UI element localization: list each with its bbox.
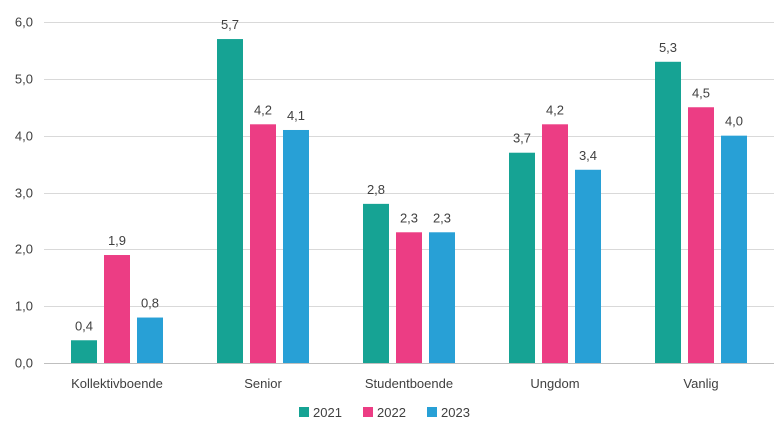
bar-2022-vanlig — [688, 107, 714, 363]
data-label: 3,7 — [513, 131, 531, 146]
bar-2022-kollektivboende — [104, 255, 130, 363]
bar-2023-senior — [283, 129, 309, 363]
data-label: 5,7 — [221, 17, 239, 32]
bar-2021-studentboende — [363, 203, 389, 363]
category-label: Kollektivboende — [71, 376, 163, 391]
category-label: Ungdom — [530, 376, 579, 391]
bars — [71, 39, 747, 364]
legend-swatch — [363, 407, 373, 417]
data-label: 3,4 — [579, 148, 597, 163]
data-label: 5,3 — [659, 40, 677, 55]
data-label: 4,2 — [546, 102, 564, 117]
bar-2021-vanlig — [655, 61, 681, 364]
data-label: 0,4 — [75, 318, 93, 333]
bar-2021-ungdom — [509, 152, 535, 363]
data-label: 4,2 — [254, 102, 272, 117]
bar-2023-kollektivboende — [137, 317, 163, 363]
y-tick-label: 4,0 — [15, 129, 33, 144]
data-labels: 0,4 1,9 0,8 5,7 4,2 4,1 2,8 2,3 2,3 3,7 4,2 3,4 5,3 4… — [75, 17, 743, 333]
legend-label: 2022 — [377, 405, 406, 420]
y-axis-ticks: 0,0 1,0 2,0 3,0 4,0 5,0 6,0 — [15, 15, 33, 371]
y-tick-label: 0,0 — [15, 356, 33, 371]
legend-swatch — [299, 407, 309, 417]
data-label: 2,3 — [433, 210, 451, 225]
legend-label: 2023 — [441, 405, 470, 420]
bar-2022-ungdom — [542, 124, 568, 363]
bar-2022-senior — [250, 124, 276, 363]
data-label: 0,8 — [141, 296, 159, 311]
legend-swatch — [427, 407, 437, 417]
category-label: Vanlig — [683, 376, 718, 391]
y-tick-label: 2,0 — [15, 242, 33, 257]
y-tick-label: 6,0 — [15, 15, 33, 30]
data-label: 4,0 — [725, 114, 743, 129]
data-label: 1,9 — [108, 233, 126, 248]
data-label: 2,8 — [367, 182, 385, 197]
legend: 2021 2022 2023 — [299, 405, 470, 420]
category-label: Studentboende — [365, 376, 453, 391]
data-label: 4,5 — [692, 85, 710, 100]
y-tick-label: 1,0 — [15, 299, 33, 314]
bar-2021-senior — [217, 39, 243, 364]
category-label: Senior — [244, 376, 282, 391]
category-labels: Kollektivboende Senior Studentboende Ungdom… — [71, 376, 718, 391]
bar-2021-kollektivboende — [71, 340, 97, 363]
y-tick-label: 5,0 — [15, 72, 33, 87]
y-tick-label: 3,0 — [15, 186, 33, 201]
data-label: 2,3 — [400, 210, 418, 225]
legend-label: 2021 — [313, 405, 342, 420]
bar-2023-vanlig — [721, 135, 747, 363]
data-label: 4,1 — [287, 108, 305, 123]
bar-2023-ungdom — [575, 169, 601, 363]
bar-2022-studentboende — [396, 232, 422, 363]
bar-2023-studentboende — [429, 232, 455, 363]
